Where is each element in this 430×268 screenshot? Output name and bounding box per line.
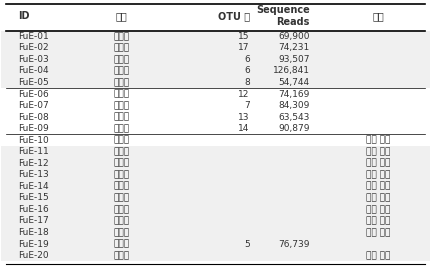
Text: 연작지: 연작지 [113, 78, 129, 87]
Text: 중복 실패: 중복 실패 [365, 251, 390, 260]
Text: 74,231: 74,231 [278, 43, 309, 52]
Text: FuE-16: FuE-16 [18, 205, 49, 214]
FancyBboxPatch shape [1, 31, 429, 42]
Text: 연작지: 연작지 [113, 90, 129, 99]
Text: 초작지: 초작지 [113, 147, 129, 156]
FancyBboxPatch shape [1, 227, 429, 238]
Text: FuE-14: FuE-14 [18, 182, 49, 191]
Text: FuE-03: FuE-03 [18, 55, 49, 64]
FancyBboxPatch shape [1, 192, 429, 204]
FancyBboxPatch shape [1, 181, 429, 192]
Text: 종류: 종류 [115, 11, 127, 21]
Text: 15: 15 [238, 32, 249, 41]
FancyBboxPatch shape [1, 77, 429, 88]
Text: 중복 실패: 중복 실패 [365, 205, 390, 214]
Text: FuE-11: FuE-11 [18, 147, 49, 156]
Text: 8: 8 [243, 78, 249, 87]
Text: 76,739: 76,739 [277, 240, 309, 248]
Text: 63,543: 63,543 [278, 113, 309, 122]
Text: 126,841: 126,841 [272, 66, 309, 76]
FancyBboxPatch shape [1, 65, 429, 77]
Text: 중복 실패: 중복 실패 [365, 217, 390, 225]
Text: FuE-05: FuE-05 [18, 78, 49, 87]
Text: 93,507: 93,507 [277, 55, 309, 64]
Text: FuE-17: FuE-17 [18, 217, 49, 225]
FancyBboxPatch shape [1, 238, 429, 250]
Text: 14: 14 [238, 124, 249, 133]
FancyBboxPatch shape [1, 54, 429, 65]
Text: FuE-04: FuE-04 [18, 66, 49, 76]
Text: FuE-12: FuE-12 [18, 159, 49, 168]
Text: 중복 실패: 중복 실패 [365, 182, 390, 191]
Text: 연작지: 연작지 [113, 55, 129, 64]
Text: FuE-02: FuE-02 [18, 43, 49, 52]
Text: FuE-13: FuE-13 [18, 170, 49, 179]
Text: 초작지: 초작지 [113, 240, 129, 248]
Text: 연작지: 연작지 [113, 66, 129, 76]
Text: FuE-20: FuE-20 [18, 251, 49, 260]
Text: FuE-07: FuE-07 [18, 101, 49, 110]
Text: 5: 5 [243, 240, 249, 248]
Text: 중복 실패: 중복 실패 [365, 228, 390, 237]
Text: 12: 12 [238, 90, 249, 99]
Text: 69,900: 69,900 [277, 32, 309, 41]
FancyBboxPatch shape [1, 146, 429, 158]
Text: 초작지: 초작지 [113, 182, 129, 191]
Text: Sequence
Reads: Sequence Reads [255, 5, 309, 27]
Text: 84,309: 84,309 [278, 101, 309, 110]
Text: 초작지: 초작지 [113, 205, 129, 214]
Text: 연작지: 연작지 [113, 32, 129, 41]
Text: ID: ID [18, 11, 30, 21]
Text: 13: 13 [238, 113, 249, 122]
Text: 연작지: 연작지 [113, 136, 129, 145]
Text: 6: 6 [243, 66, 249, 76]
Text: 54,744: 54,744 [278, 78, 309, 87]
Text: FuE-19: FuE-19 [18, 240, 49, 248]
Text: 연작지: 연작지 [113, 43, 129, 52]
Text: 초작지: 초작지 [113, 170, 129, 179]
FancyBboxPatch shape [1, 215, 429, 227]
Text: FuE-10: FuE-10 [18, 136, 49, 145]
FancyBboxPatch shape [1, 250, 429, 261]
Text: 중복 실패: 중복 실패 [365, 193, 390, 202]
FancyBboxPatch shape [1, 169, 429, 181]
Text: 중복 실패: 중복 실패 [365, 136, 390, 145]
Text: 중복 실패: 중복 실패 [365, 159, 390, 168]
Text: FuE-09: FuE-09 [18, 124, 49, 133]
FancyBboxPatch shape [1, 42, 429, 54]
Text: 74,169: 74,169 [278, 90, 309, 99]
Text: FuE-15: FuE-15 [18, 193, 49, 202]
Text: 연작지: 연작지 [113, 101, 129, 110]
Text: FuE-06: FuE-06 [18, 90, 49, 99]
Text: 중복 실패: 중복 실패 [365, 147, 390, 156]
Text: 연작지: 연작지 [113, 113, 129, 122]
Text: FuE-08: FuE-08 [18, 113, 49, 122]
Text: 중복 실패: 중복 실패 [365, 170, 390, 179]
Text: 초작지: 초작지 [113, 228, 129, 237]
Text: FuE-01: FuE-01 [18, 32, 49, 41]
Text: FuE-18: FuE-18 [18, 228, 49, 237]
Text: 90,879: 90,879 [277, 124, 309, 133]
Text: 비고: 비고 [372, 11, 383, 21]
Text: 초작지: 초작지 [113, 193, 129, 202]
Text: 초작지: 초작지 [113, 217, 129, 225]
Text: 17: 17 [238, 43, 249, 52]
Text: OTU 수: OTU 수 [217, 11, 249, 21]
Text: 연작지: 연작지 [113, 124, 129, 133]
Text: 초작지: 초작지 [113, 251, 129, 260]
Text: 6: 6 [243, 55, 249, 64]
Text: 7: 7 [243, 101, 249, 110]
Text: 초작지: 초작지 [113, 159, 129, 168]
FancyBboxPatch shape [1, 158, 429, 169]
FancyBboxPatch shape [1, 204, 429, 215]
